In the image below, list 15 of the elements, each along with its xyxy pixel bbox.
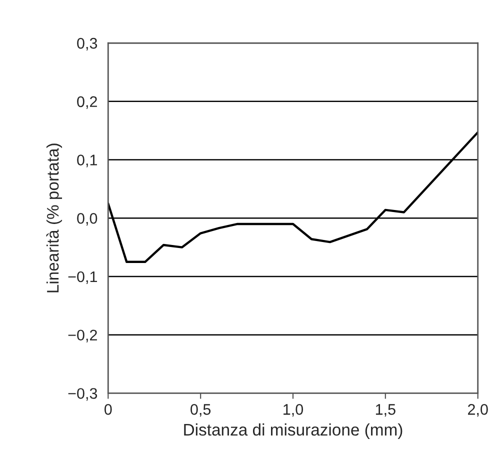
y-axis-title: Linearità (% portata)	[46, 144, 62, 292]
x-tick-label: 2,0	[468, 404, 488, 417]
x-tick-label: 1,0	[284, 404, 304, 417]
y-tick-label: −0,2	[68, 330, 97, 342]
y-tick-label: 0,3	[77, 38, 98, 51]
y-tick-label: −0,1	[68, 271, 97, 284]
x-tick-label: 0	[104, 404, 112, 415]
x-tick-label: 0,5	[190, 404, 211, 417]
line-series	[108, 131, 478, 263]
x-tick-label: 1,5	[376, 404, 396, 417]
y-tick-label: 0,2	[77, 96, 97, 109]
y-tick-label: 0,0	[77, 212, 98, 226]
y-tick-label: −0,3	[68, 388, 98, 401]
x-axis-title: Distanza di misurazione (mm)	[184, 423, 402, 439]
y-tick-label: 0,1	[77, 154, 97, 168]
